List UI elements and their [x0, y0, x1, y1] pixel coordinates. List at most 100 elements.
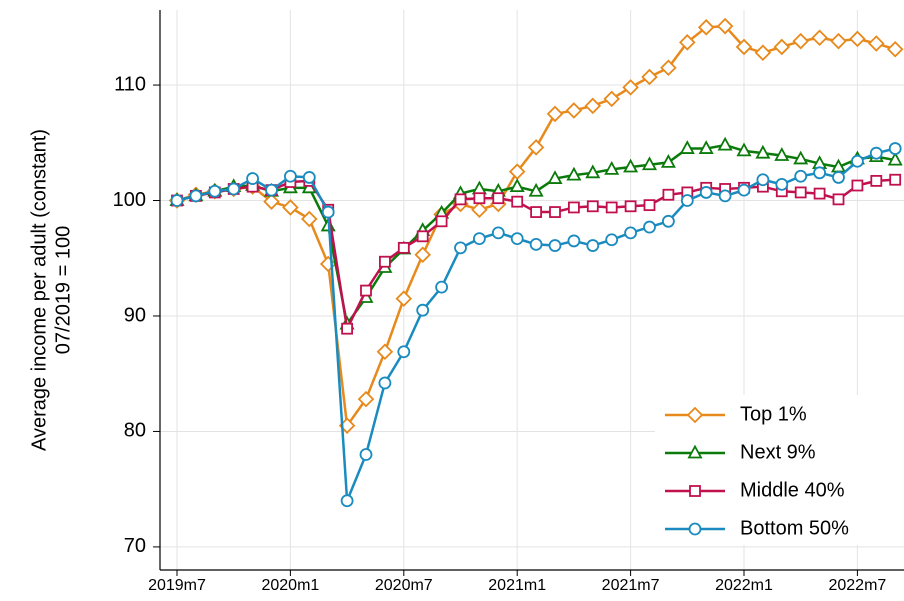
marker [586, 200, 599, 213]
series [171, 173, 902, 335]
marker [397, 345, 411, 359]
marker [586, 239, 600, 252]
marker [585, 164, 601, 179]
marker [775, 177, 789, 191]
marker [566, 166, 582, 181]
marker [813, 187, 826, 200]
legend: Top 1% Next 9% Middle 40% Bottom 50% [655, 395, 904, 545]
marker [208, 184, 222, 198]
series-line [176, 178, 896, 330]
marker [492, 192, 505, 205]
marker [528, 182, 544, 197]
x-tick-label: 2021m1 [488, 577, 546, 594]
marker [870, 174, 883, 187]
marker [868, 35, 885, 52]
marker [869, 146, 883, 160]
marker [509, 178, 525, 193]
marker [378, 376, 392, 390]
marker [359, 448, 373, 461]
y-tick-label: 90 [124, 304, 146, 326]
marker [811, 29, 828, 46]
marker [755, 144, 771, 159]
marker [567, 234, 581, 248]
marker [416, 230, 429, 243]
marker [605, 201, 618, 214]
marker [529, 237, 543, 251]
marker [687, 444, 703, 459]
marker [604, 160, 620, 175]
marker [717, 136, 733, 151]
marker [397, 241, 410, 254]
marker [849, 30, 866, 48]
y-axis-label: 07/2019 = 100 [52, 226, 74, 354]
marker [832, 171, 845, 184]
x-tick-label: 2019m7 [148, 577, 206, 594]
marker [754, 44, 772, 61]
marker [454, 193, 467, 206]
marker [773, 38, 791, 56]
marker [265, 183, 278, 197]
marker [716, 17, 734, 35]
marker [641, 68, 658, 86]
marker [527, 139, 545, 156]
marker [414, 246, 431, 264]
marker [662, 188, 675, 201]
marker [623, 158, 639, 173]
marker [756, 173, 770, 187]
marker [887, 151, 903, 166]
marker [546, 105, 564, 123]
marker [605, 233, 619, 247]
y-tick-label: 70 [124, 535, 146, 557]
marker [360, 284, 372, 297]
y-axis-label: Average income per adult (constant) [28, 129, 50, 451]
marker [491, 226, 505, 240]
marker [851, 154, 864, 168]
marker [170, 194, 184, 207]
marker [282, 199, 299, 216]
marker [889, 173, 902, 186]
series [169, 136, 903, 330]
series [170, 142, 902, 508]
marker [888, 142, 902, 155]
marker [737, 183, 751, 197]
marker [793, 150, 809, 165]
marker [660, 59, 677, 77]
x-tick-label: 2020m7 [375, 577, 433, 594]
marker [547, 170, 563, 184]
marker [435, 280, 449, 294]
marker [622, 79, 639, 96]
y-tick-label: 100 [113, 189, 146, 211]
x-tick-label: 2020m1 [261, 577, 319, 594]
legend-label: Middle 40% [740, 479, 845, 501]
marker [698, 140, 714, 154]
marker [340, 494, 354, 508]
marker [283, 169, 297, 183]
marker [341, 322, 354, 335]
marker [189, 189, 203, 203]
marker [641, 156, 658, 171]
marker [718, 189, 732, 203]
marker [794, 186, 807, 199]
marker [736, 142, 752, 157]
marker [227, 182, 241, 196]
marker [302, 171, 316, 184]
marker [321, 205, 335, 219]
series-line [176, 143, 896, 326]
marker [435, 215, 448, 228]
marker [830, 32, 847, 50]
marker [473, 192, 486, 205]
legend-label: Next 9% [740, 441, 816, 463]
marker [660, 154, 676, 168]
marker [568, 201, 580, 214]
x-tick-label: 2021m7 [602, 577, 660, 594]
marker [792, 32, 809, 50]
series-line [176, 24, 896, 427]
marker [832, 193, 845, 206]
marker [548, 239, 562, 252]
marker [549, 206, 561, 218]
marker [774, 147, 790, 161]
x-tick-label: 2022m1 [715, 577, 773, 594]
marker [263, 193, 280, 210]
marker [378, 255, 391, 268]
marker [688, 522, 702, 536]
